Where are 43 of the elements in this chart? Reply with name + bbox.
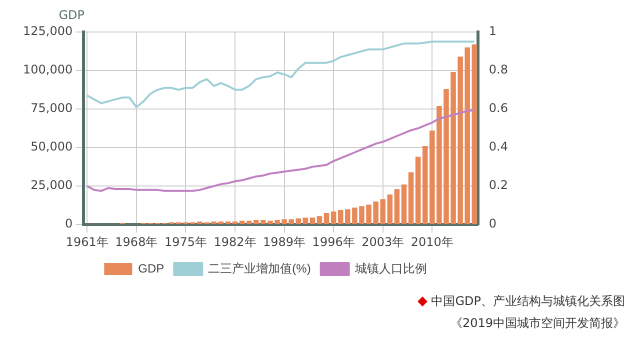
y-tick-label: 75,000 <box>30 101 73 116</box>
bar <box>302 218 308 224</box>
x-tick-label: 2003年 <box>362 234 404 249</box>
text: 中国GDP、产业结构与城镇化关系图 <box>431 294 625 308</box>
bar <box>472 44 478 224</box>
x-tick-label: 1975年 <box>164 234 207 249</box>
x-tick-label: 1982年 <box>214 234 256 249</box>
bar <box>310 218 316 224</box>
bar <box>239 220 245 224</box>
x-tick-label: 1989年 <box>263 234 306 249</box>
bar <box>246 220 252 224</box>
bar <box>401 184 407 224</box>
bar <box>324 213 330 224</box>
bar <box>408 172 414 224</box>
y-tick-label: 125,000 <box>23 24 73 38</box>
bar <box>225 222 231 224</box>
y-tick-label: 50,000 <box>30 140 73 154</box>
x-tick-label: 1996年 <box>312 234 355 249</box>
x-tick-label: 1961年 <box>66 234 108 249</box>
y2-tick-label: 0.6 <box>488 101 508 116</box>
y2-tick-label: 1 <box>488 24 497 38</box>
y-tick-label: 0 <box>64 216 73 231</box>
legend-label: GDP <box>138 261 164 276</box>
y2-tick-label: 0.4 <box>488 140 508 154</box>
bar <box>422 146 428 224</box>
bar <box>316 216 322 224</box>
bar <box>387 194 393 224</box>
y-tick-label: 25,000 <box>30 178 73 192</box>
y-axis-title: GDP <box>58 8 85 22</box>
legend-label: 二三产业增加值(%) <box>208 261 311 276</box>
bar <box>232 222 238 224</box>
y2-tick-label: 0.8 <box>488 62 508 77</box>
x-tick-label: 2010年 <box>410 234 454 249</box>
bar <box>394 189 400 224</box>
bar <box>330 212 336 224</box>
y-tick-label: 100,000 <box>23 62 73 77</box>
bar <box>415 156 421 224</box>
y2-tick-label: 0.2 <box>488 178 508 192</box>
text: 《2019中国城市空间开发简报》 <box>450 316 625 330</box>
bar <box>218 222 224 224</box>
y2-tick-label: 0 <box>488 216 497 231</box>
x-tick-label: 1968年 <box>115 234 158 249</box>
legend-label: 城镇人口比例 <box>354 261 427 276</box>
